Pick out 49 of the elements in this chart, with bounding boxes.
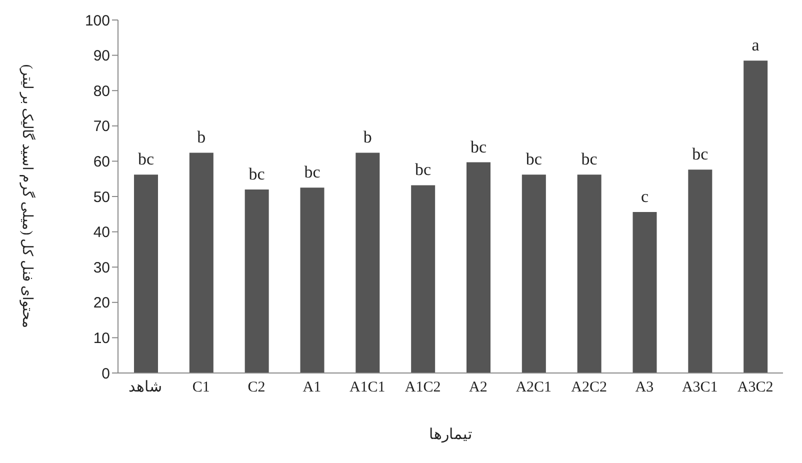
y-tick-label: 100	[84, 12, 110, 30]
bar	[411, 185, 436, 373]
x-tick-label: A3	[635, 380, 654, 396]
data-label: bc	[692, 144, 709, 164]
bar	[632, 212, 657, 373]
x-tick-label: A1	[302, 380, 322, 396]
bar	[522, 174, 546, 373]
x-axis-title: تیمارها	[429, 427, 472, 443]
data-label: bc	[470, 137, 487, 156]
data-label: bc	[581, 150, 598, 169]
y-tick-label: 50	[93, 188, 110, 206]
data-label: a	[752, 36, 760, 55]
data-label: bc	[415, 160, 432, 180]
bar	[300, 188, 324, 373]
bar	[134, 174, 158, 373]
data-label: b	[363, 128, 372, 147]
x-tick-label: A1C1	[349, 380, 386, 396]
x-tick-label: شاهد	[128, 380, 163, 396]
data-label: c	[640, 187, 649, 206]
bar	[244, 189, 269, 373]
data-label: bc	[526, 150, 542, 169]
y-tick-label: 60	[93, 154, 110, 171]
x-tick-label: A2	[469, 380, 488, 396]
data-label: bc	[138, 150, 154, 169]
x-tick-label: A2C2	[571, 380, 607, 396]
bar	[688, 170, 712, 373]
x-tick-label: A3C1	[682, 380, 718, 396]
y-tick-label: 30	[93, 259, 110, 276]
y-tick-label: 90	[93, 48, 110, 65]
bar	[577, 174, 602, 373]
y-tick-label: 20	[93, 294, 110, 312]
x-tick-label: C1	[192, 380, 210, 396]
bar	[356, 152, 380, 373]
y-tick-label: 0	[102, 365, 110, 382]
data-label: bc	[248, 164, 266, 184]
y-tick-label: 10	[93, 330, 110, 348]
y-tick-label: 40	[93, 224, 110, 242]
x-tick-label: A3C2	[737, 380, 774, 396]
bar	[466, 162, 490, 373]
bar	[189, 152, 214, 373]
bar	[744, 60, 768, 373]
y-tick-label: 80	[93, 82, 110, 100]
data-label: bc	[304, 162, 321, 182]
data-label: b	[197, 128, 206, 147]
y-axis-title: محتوای فنل کل (میلی گرم اسید گالیک بر لیتر)	[19, 64, 36, 329]
x-tick-label: A1C2	[404, 380, 441, 396]
y-tick-label: 70	[93, 118, 110, 136]
x-tick-label: A2C1	[516, 380, 552, 396]
x-tick-label: C2	[248, 380, 266, 396]
